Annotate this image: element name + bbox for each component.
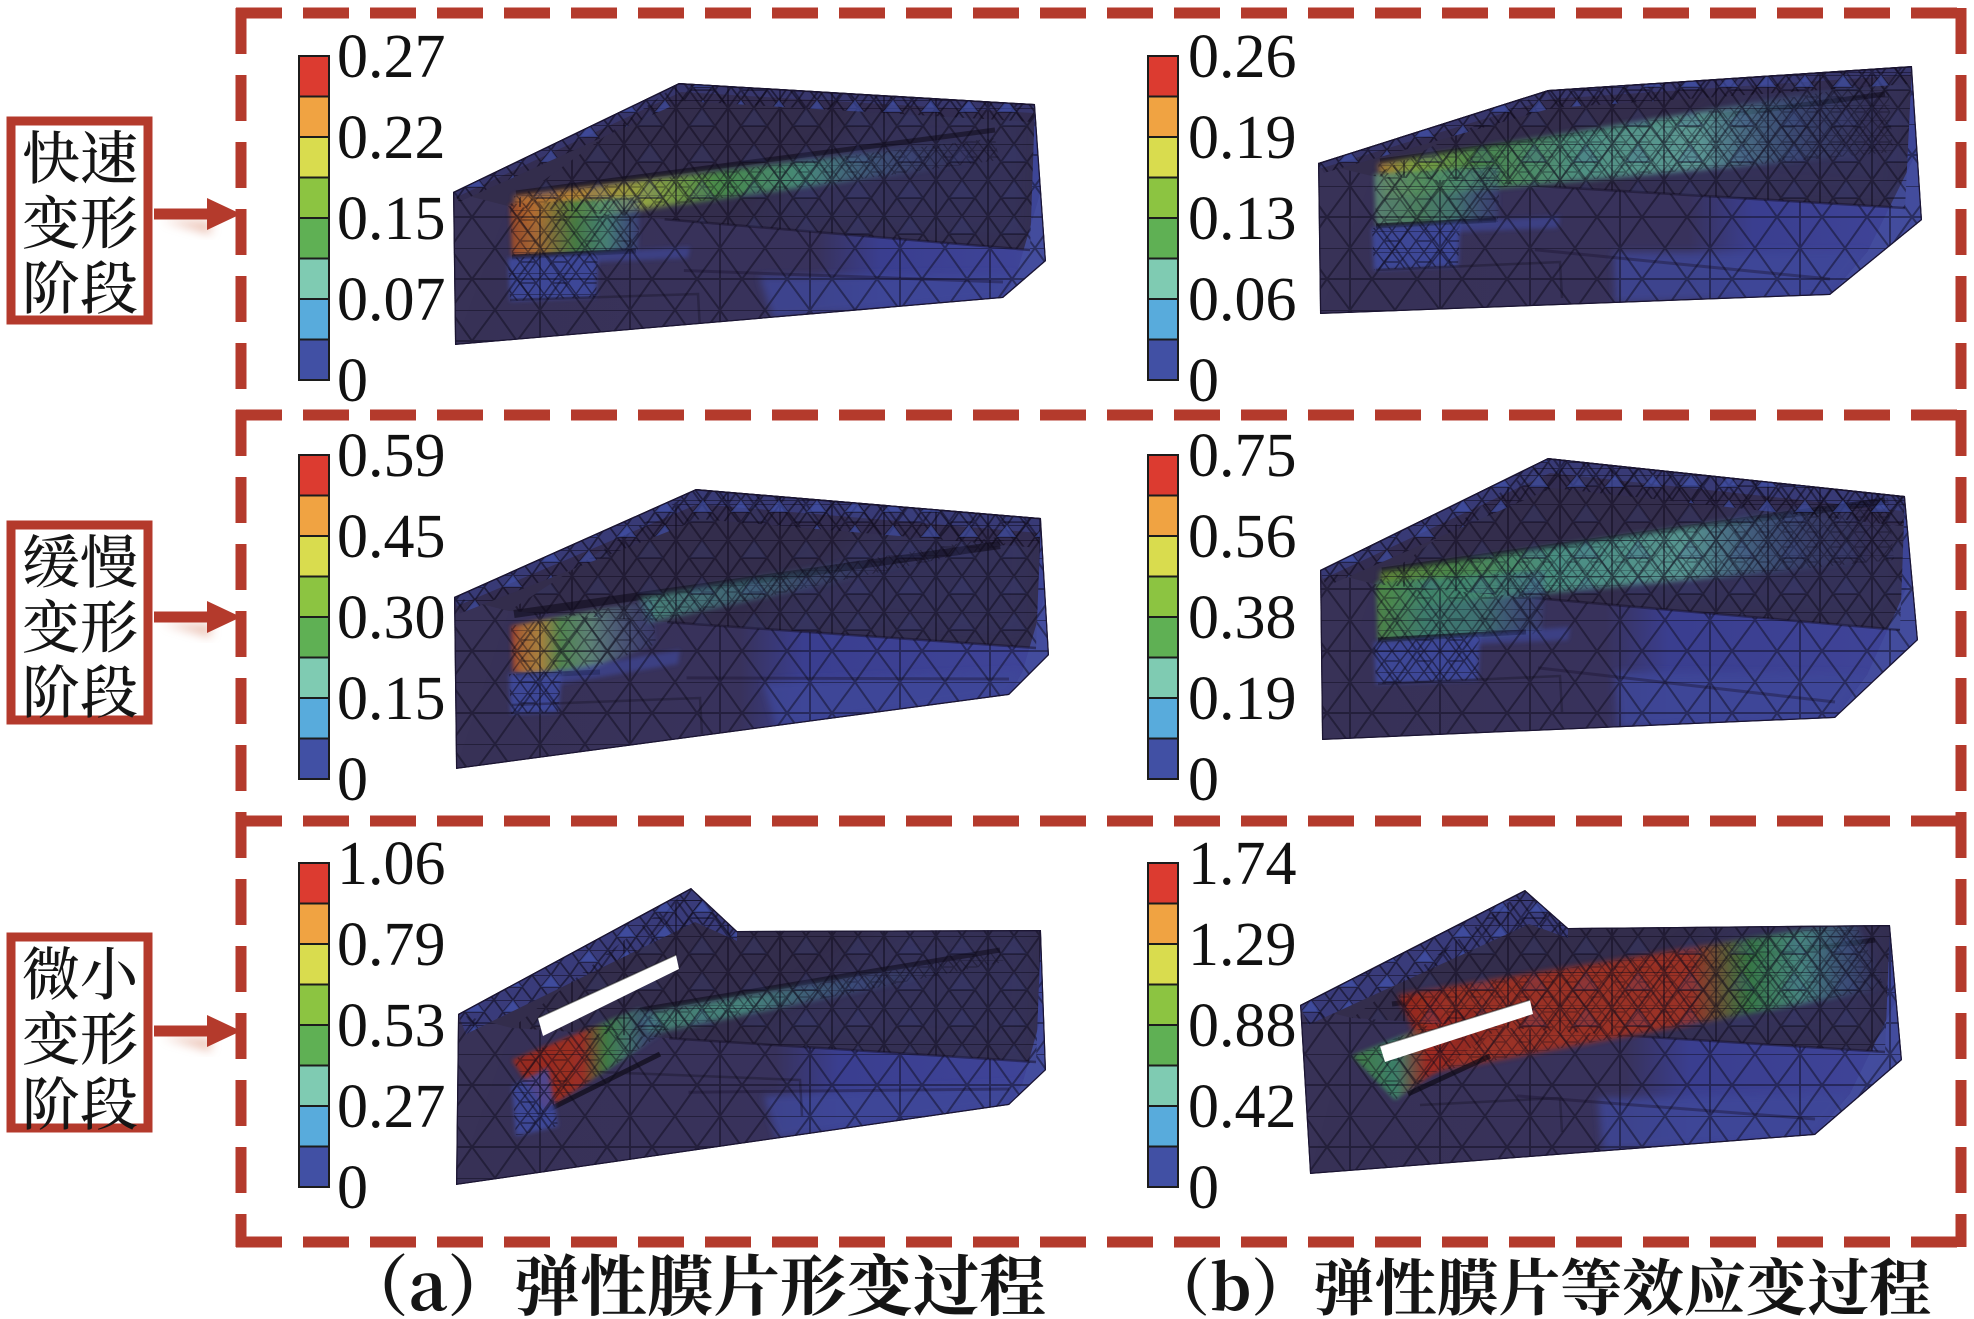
svg-text:1.74: 1.74: [1188, 830, 1297, 898]
svg-text:0: 0: [1188, 1154, 1219, 1222]
svg-text:0: 0: [337, 746, 368, 814]
svg-text:0.27: 0.27: [337, 1073, 446, 1141]
svg-text:1.06: 1.06: [337, 830, 446, 898]
svg-text:0.56: 0.56: [1188, 503, 1297, 571]
svg-text:0.26: 0.26: [1188, 23, 1297, 91]
svg-text:0: 0: [337, 1154, 368, 1222]
svg-text:0.15: 0.15: [337, 185, 446, 253]
svg-text:0: 0: [337, 347, 368, 415]
svg-text:0.45: 0.45: [337, 503, 446, 571]
svg-text:0.27: 0.27: [337, 23, 446, 91]
svg-text:0.06: 0.06: [1188, 266, 1297, 334]
svg-text:0.19: 0.19: [1188, 665, 1297, 733]
svg-text:0.59: 0.59: [337, 422, 446, 490]
svg-text:0.79: 0.79: [337, 911, 446, 979]
svg-text:0: 0: [1188, 746, 1219, 814]
svg-text:0.75: 0.75: [1188, 422, 1297, 490]
svg-text:0.13: 0.13: [1188, 185, 1297, 253]
svg-text:0: 0: [1188, 347, 1219, 415]
svg-text:0.19: 0.19: [1188, 104, 1297, 172]
svg-text:1.29: 1.29: [1188, 911, 1297, 979]
svg-text:0.07: 0.07: [337, 266, 446, 334]
svg-text:0.42: 0.42: [1188, 1073, 1297, 1141]
svg-text:0.30: 0.30: [337, 584, 446, 652]
svg-text:0.15: 0.15: [337, 665, 446, 733]
svg-text:0.53: 0.53: [337, 992, 446, 1060]
svg-text:0.22: 0.22: [337, 104, 446, 172]
svg-text:0.38: 0.38: [1188, 584, 1297, 652]
svg-text:0.88: 0.88: [1188, 992, 1297, 1060]
